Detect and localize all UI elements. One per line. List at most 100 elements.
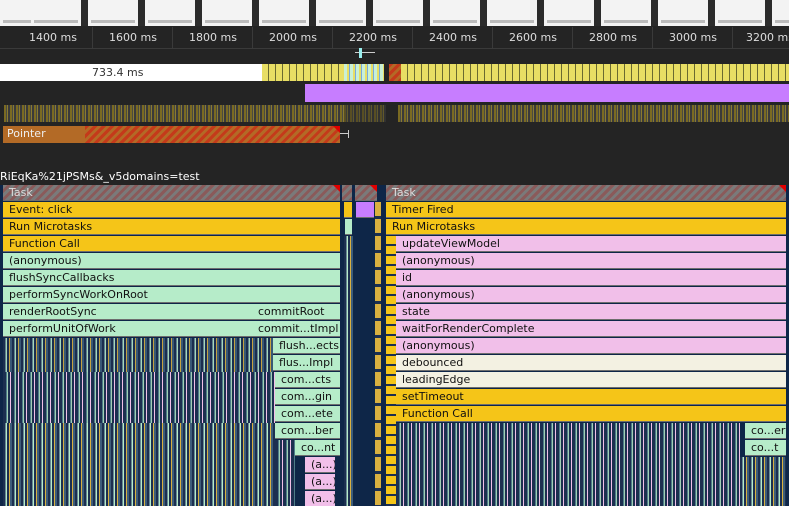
pointer-interaction-bar[interactable]: Pointer <box>3 126 85 143</box>
pointer-interaction-overrun[interactable] <box>85 126 340 143</box>
flame-entry[interactable]: state <box>396 304 786 320</box>
filmstrip-frame[interactable] <box>772 0 789 26</box>
layout-entry[interactable] <box>356 202 374 218</box>
flame-dense-region[interactable] <box>3 423 275 506</box>
flame-entry[interactable]: commitRoot <box>252 304 340 320</box>
task-strip[interactable] <box>401 64 789 81</box>
task-bar[interactable]: Task <box>386 185 786 201</box>
flame-entry[interactable]: (a...) <box>305 491 335 506</box>
long-task-corner-icon <box>333 185 340 192</box>
filmstrip-frame[interactable] <box>316 0 369 26</box>
gap-bar[interactable]: 733.4 ms <box>0 64 262 81</box>
ruler-tick-label: 1800 ms <box>189 31 237 44</box>
flame-entry[interactable]: co...t <box>745 440 786 456</box>
ruler-gridline <box>252 27 253 49</box>
ruler-tick-label: 2400 ms <box>429 31 477 44</box>
interaction-track[interactable]: 733.4 ms <box>0 64 789 81</box>
filmstrip-frame[interactable] <box>31 0 84 26</box>
thread-track-label[interactable]: RiEqKa%21jPSMs&_v5domains=test <box>0 168 789 185</box>
flame-entry[interactable]: Run Microtasks <box>386 219 786 235</box>
ruler-gridline <box>732 27 733 49</box>
filmstrip-frame[interactable] <box>601 0 654 26</box>
flame-entry[interactable]: co...nt <box>295 440 340 456</box>
task-bar[interactable] <box>355 185 377 201</box>
flame-entry[interactable]: performSyncWorkOnRoot <box>3 287 340 303</box>
activity-strip[interactable] <box>4 105 344 122</box>
range-marker[interactable] <box>355 46 377 60</box>
time-ruler[interactable]: 1400 ms 1600 ms 1800 ms 2000 ms 2200 ms … <box>0 27 789 49</box>
filmstrip-frame[interactable] <box>487 0 540 26</box>
ruler-gridline <box>652 27 653 49</box>
flame-entry[interactable] <box>344 202 352 218</box>
flame-entry[interactable]: com...ete <box>275 406 340 422</box>
flame-entry[interactable]: flus...Impl <box>273 355 340 371</box>
filmstrip-frame[interactable] <box>88 0 141 26</box>
activity-strip[interactable] <box>344 105 386 122</box>
filmstrip-frame[interactable] <box>544 0 597 26</box>
presentation-whisker <box>340 133 349 134</box>
flame-entry[interactable]: debounced <box>396 355 786 371</box>
long-task-corner-icon <box>779 185 786 192</box>
ruler-tick-label: 2600 ms <box>509 31 557 44</box>
task-bar[interactable] <box>342 185 352 201</box>
flame-entry[interactable]: flushSyncCallbacks <box>3 270 340 286</box>
flame-entry[interactable]: (anonymous) <box>3 253 340 269</box>
flame-entry-timer-fired[interactable]: Timer Fired <box>386 202 786 218</box>
task-strip[interactable] <box>262 64 344 81</box>
task-bar[interactable]: Task <box>3 185 340 201</box>
flame-entry[interactable]: waitForRenderComplete <box>396 321 786 337</box>
flame-dense-region[interactable] <box>386 236 396 506</box>
flame-dense-region[interactable] <box>3 338 273 372</box>
filmstrip-frame[interactable] <box>259 0 312 26</box>
flame-entry[interactable]: co...er <box>745 423 786 439</box>
flame-entry[interactable]: leadingEdge <box>396 372 786 388</box>
ruler-tick-label: 2800 ms <box>589 31 637 44</box>
flame-entry[interactable]: com...gin <box>275 389 340 405</box>
long-task-corner-icon <box>333 126 340 133</box>
filmstrip-frame[interactable] <box>658 0 711 26</box>
flame-entry[interactable]: (anonymous) <box>396 338 786 354</box>
flame-dense-region[interactable] <box>396 423 740 506</box>
task-strip[interactable] <box>344 64 384 81</box>
filmstrip-frame[interactable] <box>202 0 255 26</box>
filmstrip-frame[interactable] <box>373 0 426 26</box>
layout-bar[interactable] <box>305 84 789 102</box>
filmstrip-frame[interactable] <box>430 0 483 26</box>
pointer-interaction-track[interactable]: Pointer <box>0 126 789 143</box>
flame-entry[interactable]: id <box>396 270 786 286</box>
flame-entry[interactable]: com...cts <box>275 372 340 388</box>
flame-entry[interactable]: Function Call <box>396 406 786 422</box>
flame-entry[interactable]: renderRootSync <box>3 304 252 320</box>
flame-dense-region[interactable] <box>375 202 381 506</box>
layout-track[interactable] <box>0 84 789 102</box>
ruler-tick-label: 1400 ms <box>29 31 77 44</box>
flame-entry[interactable] <box>345 219 352 235</box>
flame-dense-region[interactable] <box>344 236 353 506</box>
flame-entry[interactable]: commit...tImpl <box>252 321 340 337</box>
flame-entry-event-click[interactable]: Event: click <box>3 202 340 218</box>
flame-entry[interactable]: performUnitOfWork <box>3 321 252 337</box>
flame-entry[interactable]: flush...ects <box>273 338 340 354</box>
filmstrip-frame[interactable] <box>715 0 768 26</box>
flame-entry[interactable]: (a...) <box>305 474 335 490</box>
flame-entry[interactable]: Function Call <box>3 236 340 252</box>
presentation-whisker-end <box>348 130 349 138</box>
long-task-marker[interactable] <box>389 64 401 81</box>
flame-dense-region[interactable] <box>740 457 786 506</box>
range-marker-handle[interactable] <box>359 48 362 58</box>
ruler-tick-label: 1600 ms <box>109 31 157 44</box>
ruler-tick-label: 3000 ms <box>669 31 717 44</box>
flame-entry[interactable]: Run Microtasks <box>3 219 340 235</box>
activity-strip[interactable] <box>398 105 789 122</box>
flame-entry[interactable]: (a...) <box>305 457 335 473</box>
flame-entry[interactable]: (anonymous) <box>396 253 786 269</box>
flame-entry[interactable]: setTimeout <box>396 389 786 405</box>
flame-entry[interactable]: (anonymous) <box>396 287 786 303</box>
flame-entry[interactable]: com...ber <box>275 423 340 439</box>
flame-dense-region[interactable] <box>3 372 275 423</box>
filmstrip-frame[interactable] <box>145 0 198 26</box>
flame-dense-region[interactable] <box>275 440 295 506</box>
screenshot-filmstrip[interactable] <box>0 0 789 26</box>
flame-entry[interactable]: updateViewModel <box>396 236 786 252</box>
activity-track[interactable] <box>0 105 789 122</box>
